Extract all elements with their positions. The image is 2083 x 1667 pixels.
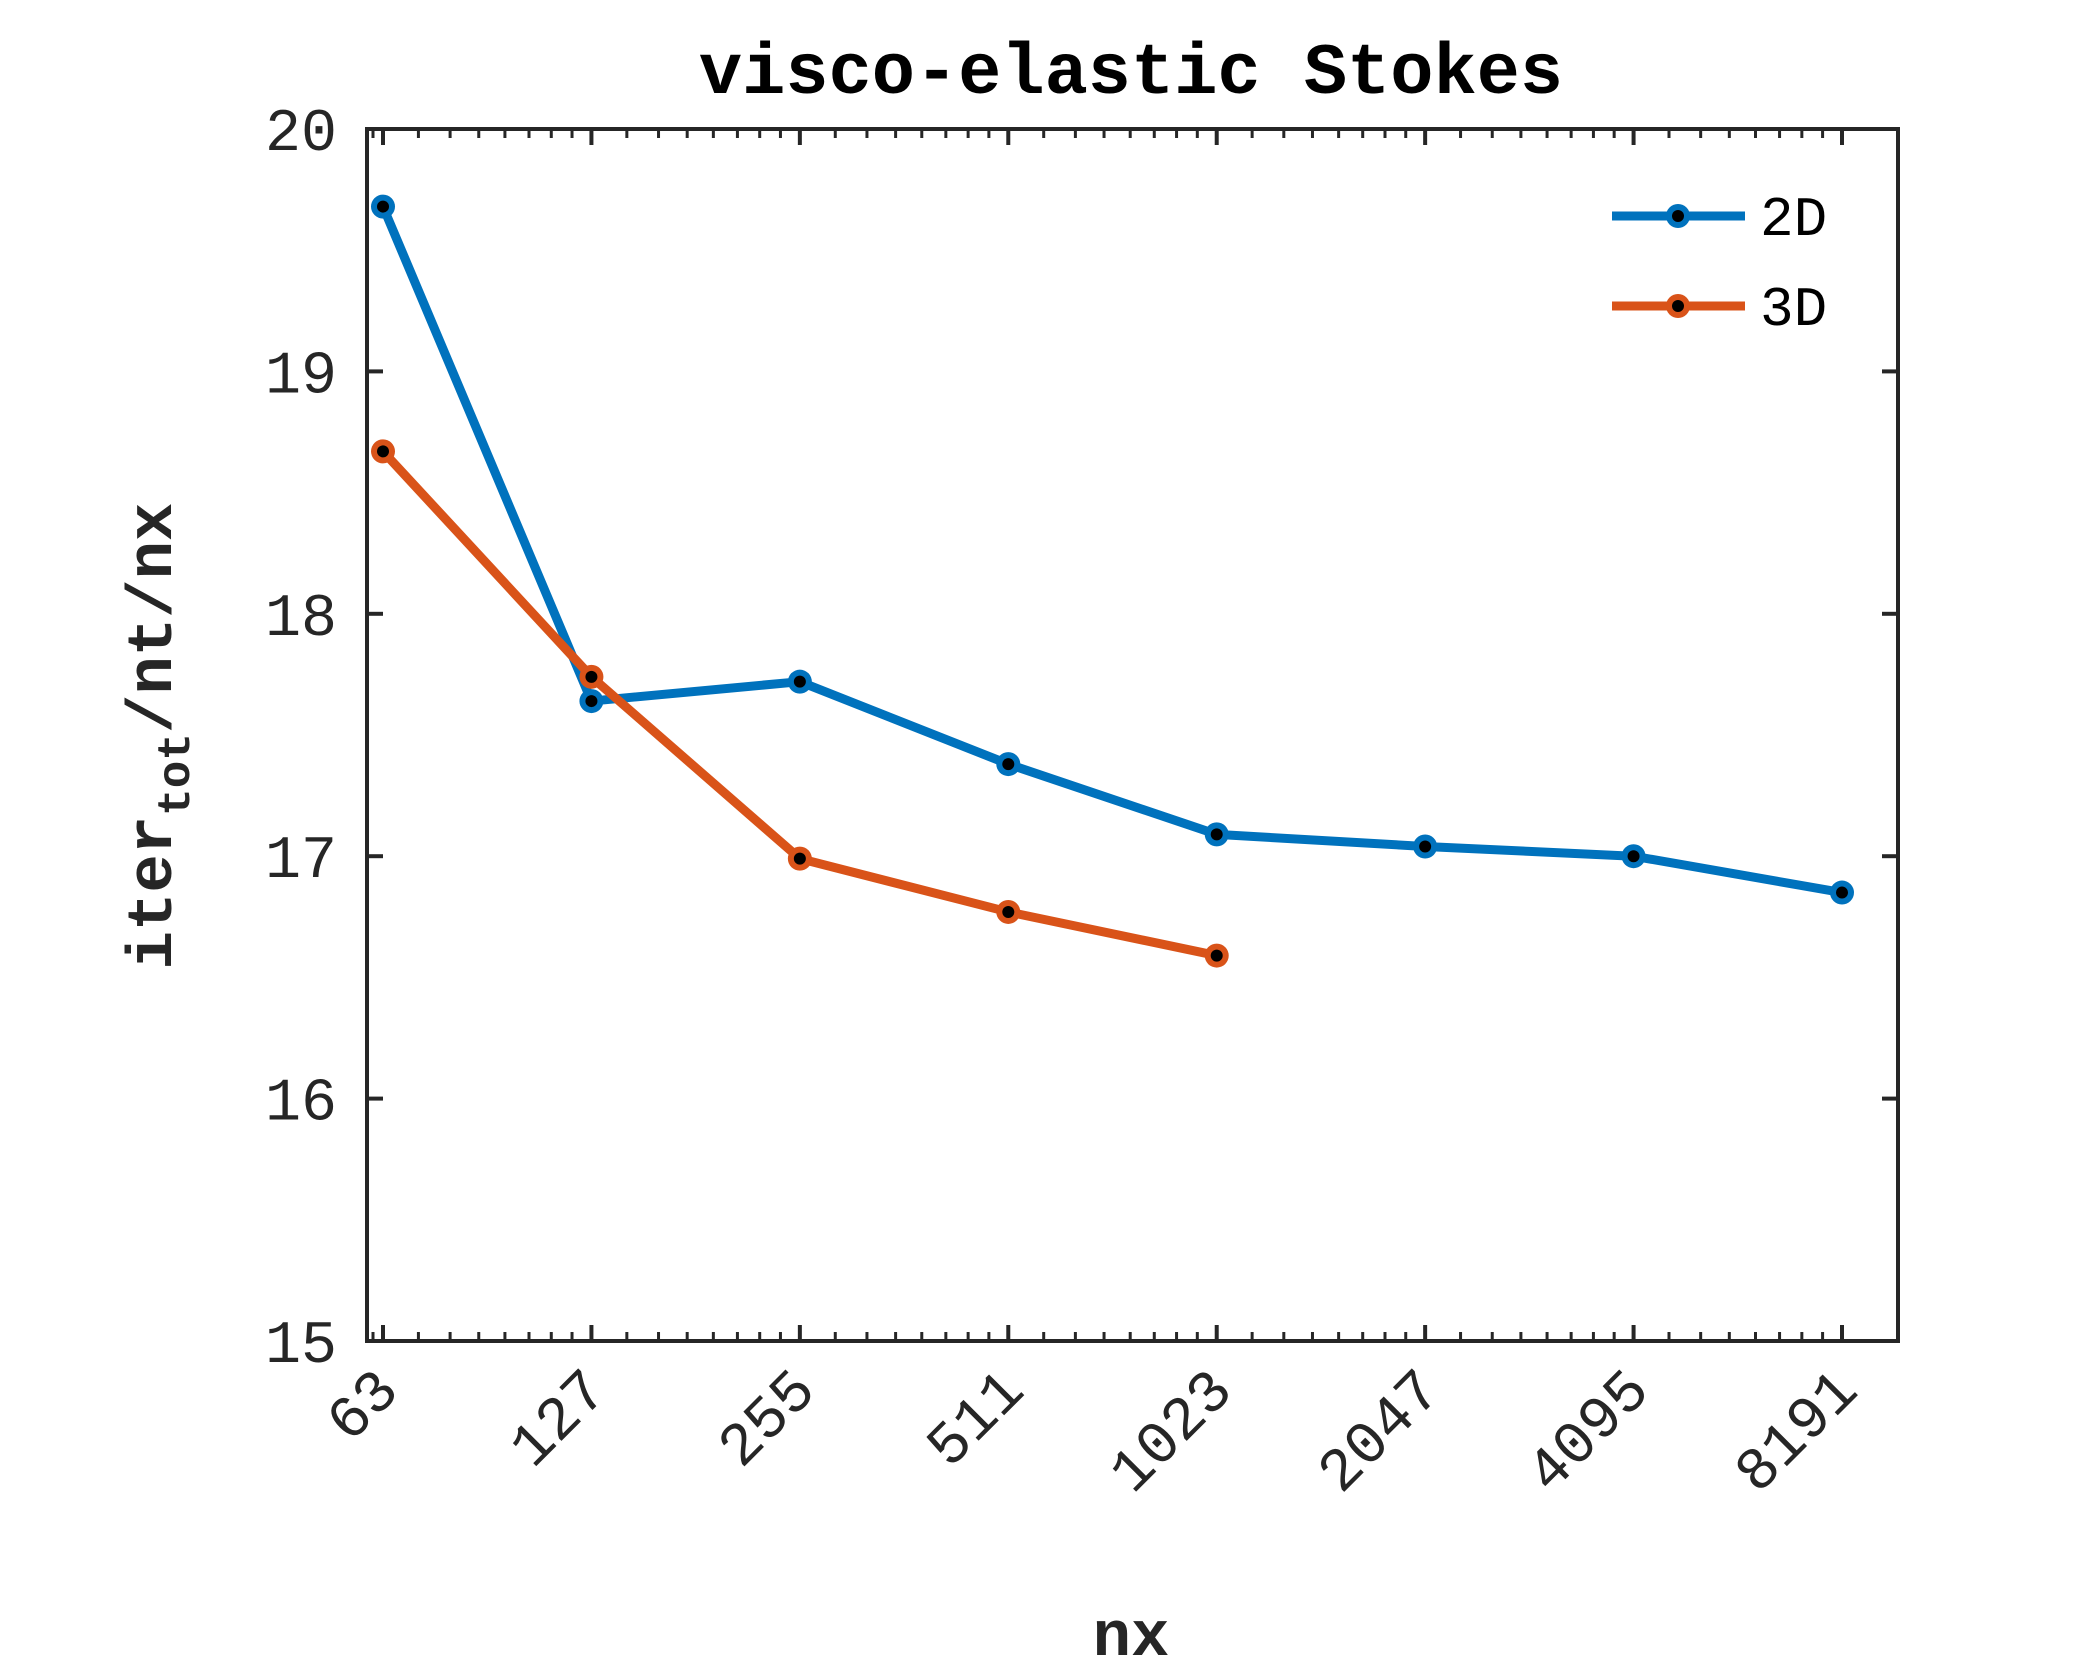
x-tick-label: 4095 [1515, 1358, 1665, 1508]
data-point-center [793, 852, 806, 865]
data-point-center [793, 675, 806, 688]
data-point-center [1002, 758, 1015, 771]
legend-marker-center [1672, 210, 1684, 222]
data-point-center [1836, 886, 1848, 899]
y-tick-label: 20 [265, 101, 337, 169]
series-layer [371, 194, 1854, 968]
y-axis-label: itertot/nt/nx [119, 503, 203, 970]
y-axis-label-rest: /nt/nx [119, 503, 191, 733]
data-point-center [1210, 828, 1223, 841]
x-tick-label: 8191 [1724, 1358, 1874, 1508]
y-tick-label: 15 [265, 1313, 337, 1381]
y-axis-label-subscript: tot [151, 733, 203, 816]
x-axis-label: nx [1093, 1603, 1170, 1667]
x-tick-label: 1023 [1098, 1358, 1248, 1508]
x-tick-label: 255 [707, 1358, 831, 1482]
data-point-center [1210, 949, 1223, 962]
x-tick-label: 2047 [1307, 1358, 1457, 1508]
y-axis-label-main: iter [119, 816, 191, 970]
series-3D [371, 439, 1229, 968]
x-tick-label: 511 [915, 1358, 1039, 1482]
legend-marker-center [1672, 300, 1684, 312]
plot-area [365, 127, 1900, 1343]
data-point-center [377, 200, 389, 213]
series-line [379, 448, 1218, 960]
y-tick-label: 19 [265, 343, 337, 411]
y-tick-label: 17 [265, 828, 337, 896]
series-2D [371, 194, 1854, 905]
data-point-center [1002, 905, 1015, 918]
y-tick-labels: 15 16 17 18 19 20 [265, 101, 337, 1381]
axis-ticks [367, 127, 1898, 1343]
x-tick-label: 127 [498, 1358, 622, 1482]
data-point-center [585, 695, 598, 708]
y-tick-label: 18 [265, 586, 337, 654]
chart-title: visco-elastic Stokes [699, 33, 1563, 115]
x-tick-labels: 63 127 255 511 1023 2047 4095 8191 [315, 1358, 1873, 1508]
y-tick-label: 16 [265, 1071, 337, 1139]
data-point-center [1627, 850, 1640, 863]
data-point-center [585, 670, 598, 683]
data-point-center [377, 445, 389, 458]
series-line [378, 204, 1843, 897]
legend-label: 2D [1760, 188, 1827, 252]
data-point-center [1419, 840, 1432, 853]
legend-label: 3D [1760, 278, 1827, 342]
